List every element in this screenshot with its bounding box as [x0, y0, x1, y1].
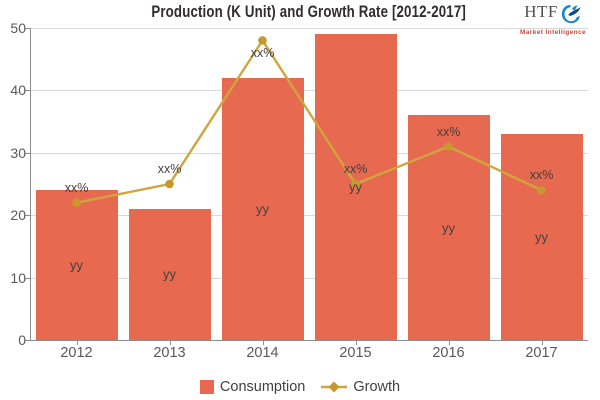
logo-brand-text: HTF	[524, 2, 558, 21]
bar-value-label-2014: yy	[256, 201, 269, 217]
gridline-10	[30, 277, 588, 279]
x-axis-label-2017: 2017	[525, 345, 558, 361]
x-axis-line	[30, 340, 588, 341]
growth-value-label-2012: xx%	[64, 180, 89, 195]
x-axis-tick-2015	[355, 341, 357, 345]
y-axis-tick-50	[25, 28, 30, 29]
legend: Consumption Growth	[0, 374, 600, 400]
bar-value-label-2017: yy	[535, 229, 548, 245]
bar-value-label-2015: yy	[349, 179, 362, 195]
bird-swirl-icon	[559, 2, 582, 31]
y-axis-label-40: 40	[10, 82, 26, 99]
x-axis-label-2015: 2015	[339, 345, 372, 361]
y-axis-line	[30, 28, 31, 340]
x-axis-tick-2016	[448, 341, 450, 345]
y-axis-label-0: 0	[18, 332, 26, 348]
growth-marker-2014	[258, 36, 267, 45]
x-axis-tick-2013	[169, 341, 171, 345]
x-axis-tick-2012	[76, 341, 78, 345]
gridline-20	[30, 215, 588, 217]
y-axis-label-50: 50	[10, 20, 26, 36]
y-axis-tick-30	[25, 152, 30, 154]
y-axis-label-20: 20	[10, 207, 26, 224]
x-axis-label-2013: 2013	[153, 345, 186, 361]
consumption-swatch-icon	[199, 380, 214, 394]
y-axis-label-30: 30	[10, 144, 26, 161]
bar-value-label-2016: yy	[442, 220, 455, 236]
growth-value-label-2017: xx%	[529, 168, 554, 183]
bar-2013	[128, 208, 211, 340]
growth-value-label-2015: xx%	[343, 162, 368, 176]
growth-value-label-2014: xx%	[250, 46, 275, 61]
x-axis-label-2012: 2012	[60, 345, 93, 361]
growth-marker-2013	[165, 179, 174, 189]
growth-value-label-2013: xx%	[157, 162, 182, 176]
y-axis-tick-40	[25, 90, 30, 92]
x-axis-label-2014: 2014	[246, 345, 279, 361]
bar-value-label-2013: yy	[163, 266, 176, 282]
gridline-40	[30, 90, 588, 92]
y-axis-tick-20	[25, 215, 30, 217]
brand-logo: HTF Market Intelligence	[513, 2, 593, 36]
bar-value-label-2012: yy	[70, 257, 83, 273]
logo-tagline: Market Intelligence	[519, 29, 587, 36]
gridline-50	[30, 28, 588, 29]
legend-item-consumption: Consumption	[199, 379, 305, 395]
chart-title: Production (K Unit) and Growth Rate [201…	[151, 2, 467, 21]
x-axis-tick-2014	[262, 341, 264, 345]
y-axis-tick-10	[25, 277, 30, 279]
legend-item-growth: Growth	[321, 379, 400, 395]
x-axis-label-2016: 2016	[432, 345, 465, 361]
y-axis-tick-0	[25, 340, 30, 341]
growth-swatch-icon	[321, 381, 348, 393]
growth-value-label-2016: xx%	[436, 124, 461, 139]
bar-2012	[35, 190, 118, 340]
y-axis-label-10: 10	[10, 269, 26, 286]
x-axis-tick-2017	[541, 341, 543, 345]
